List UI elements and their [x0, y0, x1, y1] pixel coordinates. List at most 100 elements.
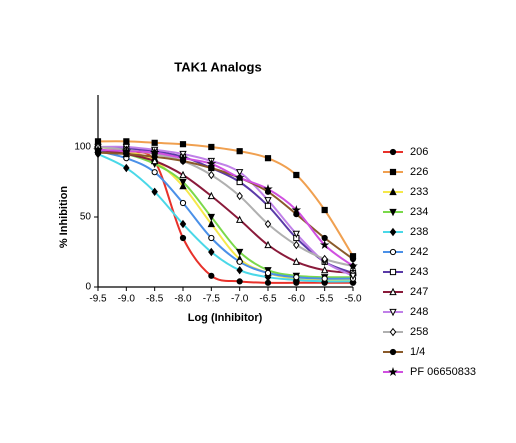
chart-title: TAK1 Analogs [174, 59, 261, 74]
data-point [207, 191, 216, 200]
data-point [208, 143, 215, 151]
x-tick-label: -7.0 [231, 294, 249, 305]
data-point [208, 272, 215, 279]
data-point [179, 199, 187, 207]
data-point [264, 269, 272, 277]
series-line [97, 148, 354, 274]
data-point [321, 206, 328, 214]
series-line [97, 153, 354, 283]
data-point [292, 257, 301, 265]
x-tick-label: -8.0 [174, 294, 192, 305]
data-point [263, 184, 273, 194]
legend-marker [389, 148, 397, 156]
legend-label: PF 06650833 [410, 366, 476, 378]
data-point [264, 197, 272, 205]
data-point [293, 274, 300, 281]
data-point [206, 158, 217, 168]
legend-marker [389, 327, 397, 337]
data-point [208, 234, 215, 242]
data-point [93, 144, 103, 154]
data-point [236, 278, 243, 285]
data-point [236, 191, 243, 201]
legend-marker [389, 208, 397, 217]
x-tick-label: -7.5 [203, 294, 221, 305]
legend-label: 206 [410, 146, 428, 158]
data-point [208, 170, 215, 180]
legend-label: 238 [410, 226, 428, 238]
data-point [150, 156, 159, 165]
data-point [319, 240, 330, 250]
data-point [234, 172, 245, 182]
data-point [179, 219, 187, 229]
data-point [264, 202, 272, 209]
x-tick-label: -5.0 [344, 294, 362, 305]
data-point [179, 141, 187, 148]
data-point [179, 170, 187, 179]
data-point [123, 163, 130, 173]
y-tick-label: 50 [80, 212, 92, 223]
legend-marker [389, 268, 397, 276]
legend-label: 233 [410, 186, 428, 198]
legend-marker [389, 168, 397, 176]
legend-marker [389, 348, 397, 356]
data-point [151, 139, 158, 146]
data-point [149, 147, 160, 157]
data-point [151, 187, 158, 197]
data-point [207, 219, 216, 228]
legend-marker [389, 308, 397, 317]
series-line [97, 146, 354, 282]
series-line [97, 148, 354, 267]
legend-label: 258 [410, 326, 428, 338]
data-point [178, 153, 188, 163]
data-point [291, 205, 302, 215]
legend-label: 242 [410, 246, 428, 258]
x-tick-label: -9.5 [89, 294, 107, 305]
data-point [121, 146, 132, 156]
data-point [236, 148, 243, 155]
data-point [235, 169, 244, 177]
y-axis-title: % Inhibition [58, 186, 70, 249]
legend-marker [388, 367, 398, 377]
y-tick-label: 100 [74, 142, 91, 153]
legend-marker [389, 248, 397, 256]
data-point [235, 248, 244, 257]
data-point [293, 171, 300, 179]
data-point [320, 265, 329, 274]
x-tick-label: -5.5 [316, 294, 334, 305]
data-point [235, 215, 244, 223]
data-point [349, 255, 357, 263]
series-line [97, 145, 354, 277]
series-line [97, 140, 354, 257]
data-point [264, 219, 272, 229]
data-point [236, 258, 243, 265]
series-line [97, 150, 354, 280]
data-point [349, 272, 357, 281]
data-point [293, 240, 300, 250]
legend-label: 234 [410, 206, 428, 218]
legend-label: 226 [410, 166, 428, 178]
x-tick-label: -9.0 [118, 294, 136, 305]
legend-marker [389, 227, 397, 237]
data-point [179, 234, 187, 242]
x-tick-label: -6.0 [288, 294, 306, 305]
y-tick-label: 0 [85, 282, 91, 293]
data-point [321, 275, 328, 282]
series-line [97, 148, 354, 279]
data-point [179, 178, 187, 187]
x-tick-label: -8.5 [146, 294, 164, 305]
series-line [97, 146, 354, 274]
data-point [151, 169, 158, 176]
legend-marker [389, 287, 397, 296]
legend-label: 1/4 [410, 346, 425, 358]
x-tick-label: -6.5 [259, 294, 277, 305]
data-point [208, 247, 215, 257]
legend-label: 248 [410, 306, 428, 318]
data-point [321, 254, 328, 264]
x-axis-title: Log (Inhibitor) [188, 312, 263, 324]
legend-label: 247 [410, 286, 428, 298]
legend-marker [389, 187, 397, 196]
data-point [321, 234, 328, 242]
data-point [348, 261, 358, 271]
